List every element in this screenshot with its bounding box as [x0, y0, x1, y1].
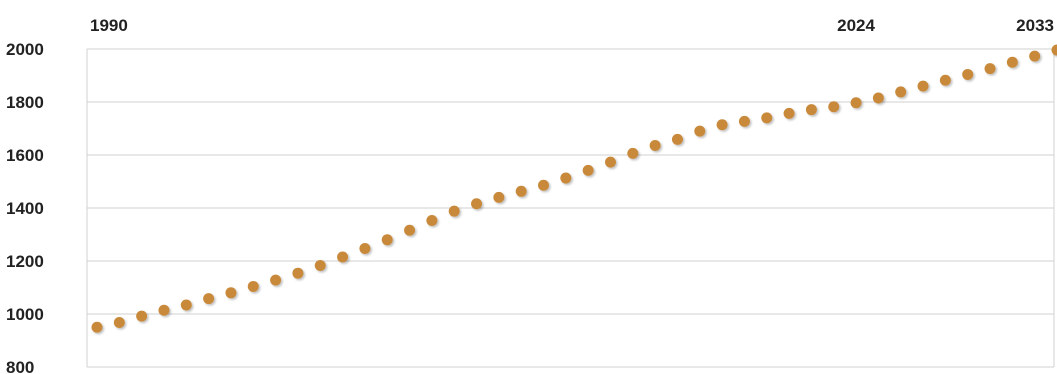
data-point: [783, 107, 795, 119]
data-point: [426, 214, 438, 226]
y-tick-label: 2000: [6, 40, 44, 59]
data-point: [136, 310, 148, 322]
data-point: [939, 74, 951, 86]
y-tick-label: 1600: [6, 146, 44, 165]
data-point: [314, 260, 326, 272]
data-point: [337, 251, 349, 263]
y-axis-labels: 2000 1800 1600 1400 1200 1000 800: [6, 40, 44, 374]
data-point: [381, 234, 393, 246]
data-point: [895, 86, 907, 98]
data-point: [984, 63, 996, 75]
data-point: [962, 68, 974, 80]
y-tick-label: 1800: [6, 93, 44, 112]
data-point: [180, 299, 192, 311]
data-point: [538, 179, 550, 191]
data-point: [292, 267, 304, 279]
data-point: [582, 164, 594, 176]
y-tick-label: 1400: [6, 199, 44, 218]
data-point: [917, 80, 929, 92]
data-point: [515, 185, 527, 197]
data-point: [158, 304, 170, 316]
data-point: [1006, 56, 1018, 68]
data-point: [270, 274, 282, 286]
data-point: [1051, 44, 1057, 56]
x-label-1990: 1990: [90, 16, 128, 35]
y-tick-label: 1000: [6, 305, 44, 324]
data-point: [448, 205, 460, 217]
data-point: [560, 172, 572, 184]
data-point: [738, 115, 750, 127]
y-tick-label: 800: [6, 358, 34, 374]
data-point: [1029, 50, 1041, 62]
data-point: [872, 92, 884, 104]
data-point: [850, 97, 862, 109]
data-point: [649, 139, 661, 151]
data-point: [694, 125, 706, 137]
data-point: [113, 316, 125, 328]
data-point: [627, 147, 639, 159]
y-tick-label: 1200: [6, 252, 44, 271]
data-point: [91, 321, 103, 333]
data-point: [247, 280, 259, 292]
data-point: [671, 133, 683, 145]
data-point: [225, 287, 237, 299]
data-point: [404, 224, 416, 236]
data-point: [805, 104, 817, 116]
data-point: [203, 293, 215, 305]
data-point: [716, 119, 728, 131]
x-axis-top-labels: 1990 2024 2033: [90, 16, 1054, 35]
data-point: [604, 156, 616, 168]
data-point: [828, 101, 840, 113]
data-point: [761, 112, 773, 124]
x-label-2033: 2033: [1016, 16, 1054, 35]
data-point: [471, 198, 483, 210]
data-points: [91, 44, 1057, 333]
data-point: [493, 191, 505, 203]
x-label-2024: 2024: [837, 16, 875, 35]
data-point: [359, 243, 371, 255]
grid-lines: [86, 48, 1055, 368]
